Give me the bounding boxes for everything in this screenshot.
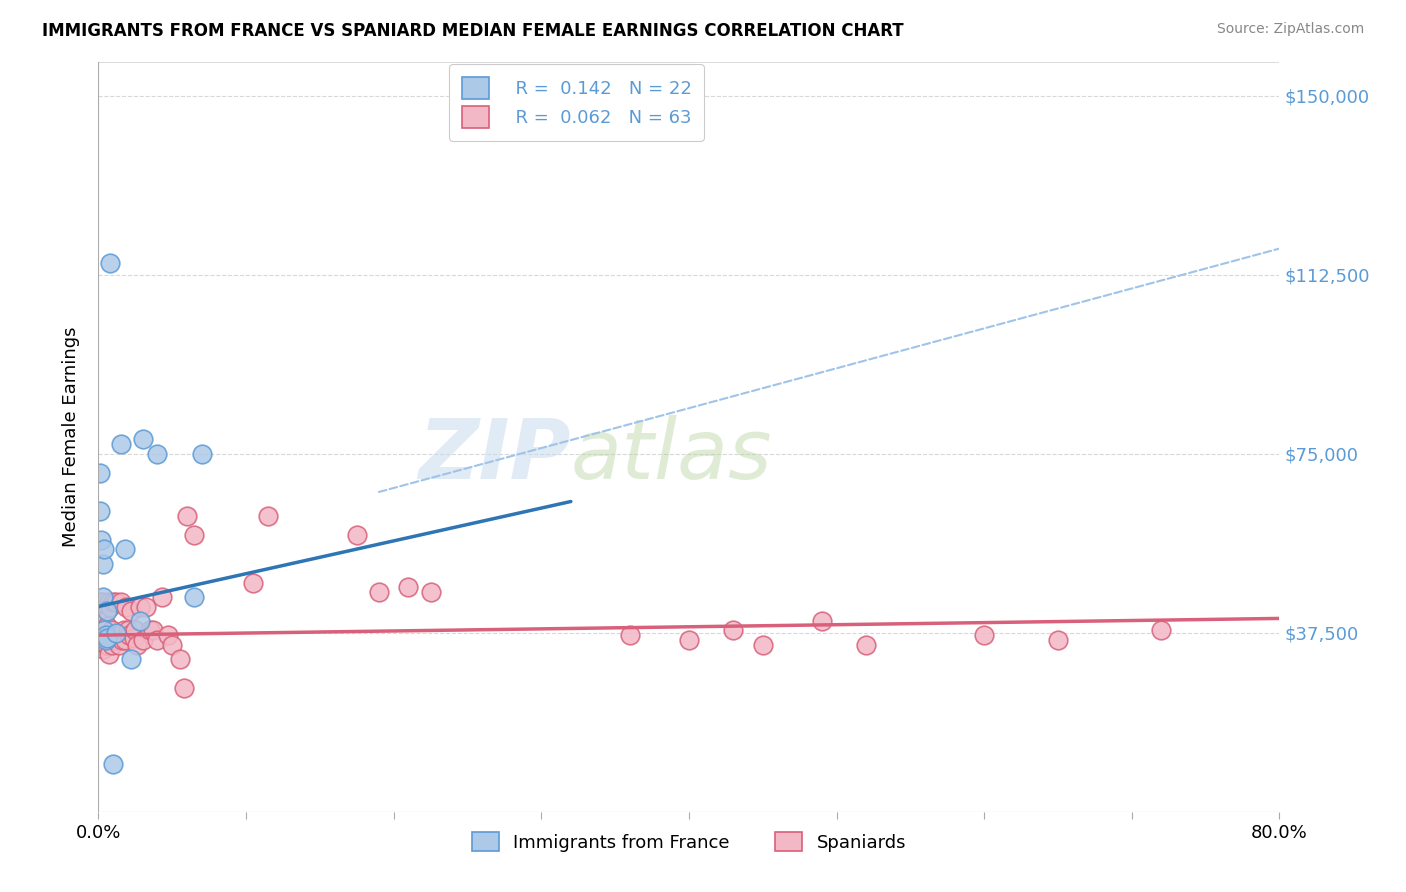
Text: ZIP: ZIP: [418, 416, 571, 496]
Point: [90, 533, 112, 547]
Point: [242, 575, 264, 590]
Point: [108, 638, 131, 652]
Point: [183, 528, 205, 542]
Point: [135, 599, 157, 614]
Point: [146, 447, 169, 461]
Point: [122, 631, 145, 645]
Point: [169, 652, 191, 666]
Point: [855, 638, 877, 652]
Point: [90, 632, 112, 647]
Point: [93, 632, 115, 647]
Point: [150, 590, 173, 604]
Point: [104, 632, 127, 647]
Point: [94, 628, 117, 642]
Point: [91, 590, 114, 604]
Point: [103, 595, 125, 609]
Point: [678, 632, 700, 647]
Point: [112, 624, 135, 638]
Point: [117, 624, 139, 638]
Point: [93, 542, 115, 557]
Point: [176, 508, 198, 523]
Point: [96, 631, 118, 645]
Point: [120, 604, 142, 618]
Point: [97, 647, 120, 661]
Point: [93, 624, 115, 638]
Point: [94, 632, 117, 647]
Point: [91, 624, 114, 638]
Point: [118, 628, 141, 642]
Point: [752, 638, 775, 652]
Point: [120, 652, 142, 666]
Point: [368, 585, 391, 599]
Point: [114, 542, 136, 557]
Text: Source: ZipAtlas.com: Source: ZipAtlas.com: [1216, 22, 1364, 37]
Point: [89, 595, 111, 609]
Point: [105, 625, 128, 640]
Point: [619, 628, 641, 642]
Point: [89, 466, 111, 480]
Point: [91, 557, 114, 571]
Point: [98, 256, 121, 270]
Point: [96, 618, 118, 632]
Point: [107, 628, 129, 642]
Point: [90, 614, 112, 628]
Point: [96, 638, 118, 652]
Point: [973, 628, 995, 642]
Text: IMMIGRANTS FROM FRANCE VS SPANIARD MEDIAN FEMALE EARNINGS CORRELATION CHART: IMMIGRANTS FROM FRANCE VS SPANIARD MEDIA…: [42, 22, 904, 40]
Point: [114, 632, 136, 647]
Point: [146, 632, 169, 647]
Point: [91, 595, 114, 609]
Text: atlas: atlas: [571, 416, 772, 496]
Point: [100, 638, 122, 652]
Point: [723, 624, 745, 638]
Point: [105, 595, 128, 609]
Point: [91, 642, 114, 657]
Legend: Immigrants from France, Spaniards: Immigrants from France, Spaniards: [464, 824, 914, 859]
Point: [128, 614, 150, 628]
Point: [398, 581, 420, 595]
Point: [97, 595, 120, 609]
Point: [132, 433, 155, 447]
Point: [110, 595, 132, 609]
Point: [183, 590, 205, 604]
Point: [94, 621, 117, 635]
Point: [111, 632, 134, 647]
Point: [93, 614, 115, 628]
Point: [98, 599, 121, 614]
Point: [156, 628, 179, 642]
Point: [1046, 632, 1070, 647]
Point: [128, 599, 150, 614]
Point: [173, 681, 195, 695]
Point: [191, 447, 214, 461]
Point: [257, 508, 280, 523]
Point: [419, 585, 441, 599]
Point: [96, 604, 118, 618]
Point: [94, 628, 117, 642]
Point: [125, 638, 148, 652]
Point: [346, 528, 368, 542]
Point: [132, 632, 155, 647]
Point: [110, 437, 132, 451]
Y-axis label: Median Female Earnings: Median Female Earnings: [62, 326, 80, 548]
Point: [124, 624, 146, 638]
Point: [94, 638, 117, 652]
Point: [162, 638, 183, 652]
Point: [103, 756, 125, 771]
Point: [115, 599, 138, 614]
Point: [100, 624, 122, 638]
Point: [89, 504, 111, 518]
Point: [1150, 624, 1173, 638]
Point: [810, 614, 832, 628]
Point: [142, 624, 165, 638]
Point: [89, 604, 111, 618]
Point: [139, 624, 162, 638]
